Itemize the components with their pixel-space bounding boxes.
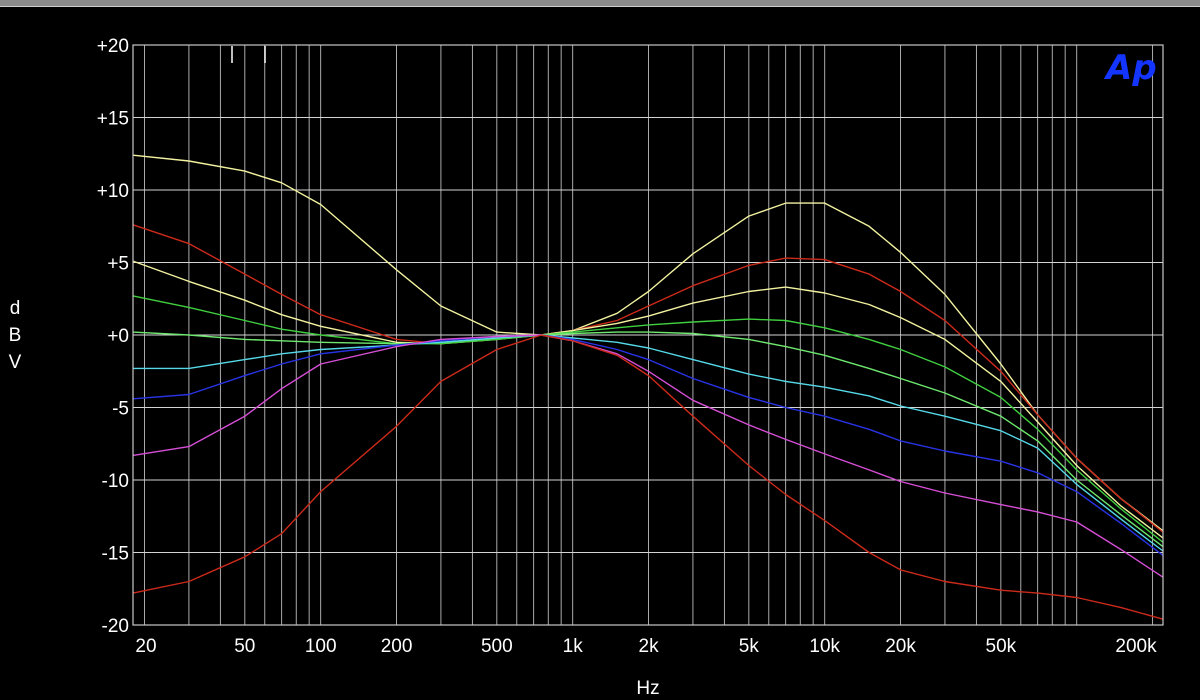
series-line-4 (132, 295, 1164, 543)
series-line-2 (132, 224, 1164, 533)
x-tick-label: 20k (885, 636, 916, 657)
y-tick-label: +10 (97, 181, 129, 202)
y-axis-label-letter: B (9, 325, 22, 346)
x-tick-label: 50 (234, 636, 255, 657)
x-tick-label: 100 (305, 636, 337, 657)
y-tick-label: +20 (97, 36, 129, 57)
x-tick-label: 50k (986, 636, 1017, 657)
series-line-9 (132, 334, 1164, 620)
x-tick-label: 200 (381, 636, 413, 657)
x-tick-label: 500 (481, 636, 513, 657)
y-tick-label: +15 (97, 109, 129, 130)
y-tick-labels: +20 +15 +10 +5 +0 -5 -10 -15 -20 (97, 36, 129, 637)
x-axis-label: Hz (636, 678, 659, 699)
ap-logo: Ap (1103, 48, 1157, 88)
plot-border (132, 44, 1164, 626)
series-line-7 (132, 334, 1164, 556)
y-tick-label: -20 (102, 616, 129, 637)
x-tick-label: 10k (809, 636, 840, 657)
series-line-6 (133, 334, 1164, 552)
y-tick-label: -5 (112, 399, 129, 420)
y-tick-label: -10 (102, 471, 129, 492)
x-tick-label: 20 (135, 636, 156, 657)
series-layer (132, 154, 1164, 620)
x-tick-labels: 20 50 100 200 500 1k 2k 5k 10k 20k 50k 200k (135, 636, 1157, 657)
y-axis-label-letter: V (9, 352, 22, 373)
y-axis-label-letter: d (10, 298, 21, 319)
window-top-bar (0, 0, 1200, 7)
x-tick-label: 1k (563, 636, 584, 657)
series-line-1 (132, 154, 1164, 532)
x-tick-label: 2k (639, 636, 660, 657)
x-tick-label: 200k (1115, 636, 1157, 657)
series-line-5 (132, 331, 1164, 548)
x-tick-label: 5k (739, 636, 760, 657)
y-tick-label: +5 (107, 254, 129, 275)
series-line-8 (132, 334, 1164, 578)
series-line-3 (132, 260, 1164, 539)
y-tick-label: +0 (107, 326, 129, 347)
y-axis-label: dBV (9, 298, 22, 373)
y-tick-label: -15 (102, 544, 129, 565)
